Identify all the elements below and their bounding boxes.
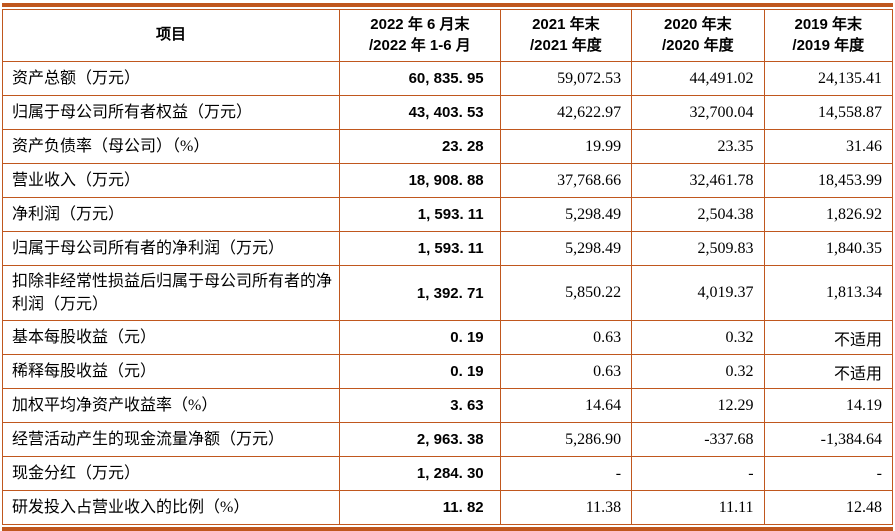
table-row-operating-cash-flow: 经营活动产生的现金流量净额（万元） 2, 963. 38 5,286.90 -3… — [1, 422, 894, 458]
cell-value: 23. 28 — [339, 129, 501, 164]
header-item: 项目 — [1, 9, 341, 62]
cell-value: -337.68 — [631, 422, 765, 458]
cell-value: 24,135.41 — [763, 61, 894, 96]
cell-value: 19.99 — [499, 129, 633, 164]
cell-value: 31.46 — [763, 129, 894, 164]
cell-value: 1, 593. 11 — [339, 197, 501, 232]
cell-value: 1,826.92 — [763, 197, 894, 232]
table-row-cash-dividend: 现金分红（万元） 1, 284. 30 - - - — [1, 456, 894, 492]
cell-value: - — [763, 456, 894, 492]
table-row-total-assets: 资产总额（万元） 60, 835. 95 59,072.53 44,491.02… — [1, 61, 894, 96]
cell-value: 2, 963. 38 — [339, 422, 501, 458]
row-label: 基本每股收益（元） — [1, 320, 341, 356]
cell-value: 0. 19 — [339, 354, 501, 390]
table-row-revenue: 营业收入（万元） 18, 908. 88 37,768.66 32,461.78… — [1, 163, 894, 198]
cell-value: 0.63 — [499, 354, 633, 390]
cell-value: 42,622.97 — [499, 95, 633, 130]
header-period-2021: 2021 年末 /2021 年度 — [499, 9, 633, 62]
row-label: 归属于母公司所有者权益（万元） — [1, 95, 341, 130]
table-row-weighted-roe: 加权平均净资产收益率（%） 3. 63 14.64 12.29 14.19 — [1, 388, 894, 424]
cell-value: 44,491.02 — [631, 61, 765, 96]
cell-value: 0. 19 — [339, 320, 501, 356]
row-label: 稀释每股收益（元） — [1, 354, 341, 390]
cell-value: 37,768.66 — [499, 163, 633, 198]
cell-value: -1,384.64 — [763, 422, 894, 458]
header-period-2019: 2019 年末 /2019 年度 — [763, 9, 894, 62]
table-row-net-profit: 净利润（万元） 1, 593. 11 5,298.49 2,504.38 1,8… — [1, 197, 894, 232]
cell-value: 23.35 — [631, 129, 765, 164]
header-period-2020: 2020 年末 /2020 年度 — [631, 9, 765, 62]
table-row-debt-ratio: 资产负债率（母公司）（%） 23. 28 19.99 23.35 31.46 — [1, 129, 894, 164]
header-period-2021-line2: /2021 年度 — [530, 36, 602, 54]
cell-value: 0.32 — [631, 320, 765, 356]
cell-value: 5,850.22 — [499, 264, 633, 322]
table-row-parent-net-profit: 归属于母公司所有者的净利润（万元） 1, 593. 11 5,298.49 2,… — [1, 231, 894, 266]
row-label: 扣除非经常性损益后归属于母公司所有者的净利润（万元） — [1, 264, 341, 322]
header-period-2020-line1: 2020 年末 — [664, 16, 732, 34]
cell-value: 5,286.90 — [499, 422, 633, 458]
cell-value: 14,558.87 — [763, 95, 894, 130]
cell-value: 0.32 — [631, 354, 765, 390]
header-period-2019-line2: /2019 年度 — [792, 36, 865, 54]
cell-value: 18,453.99 — [763, 163, 894, 198]
cell-value: 43, 403. 53 — [339, 95, 501, 130]
cell-value: 32,461.78 — [631, 163, 765, 198]
row-label: 资产负债率（母公司）（%） — [1, 129, 341, 164]
row-label: 加权平均净资产收益率（%） — [1, 388, 341, 424]
cell-value: 0.63 — [499, 320, 633, 356]
cell-value: - — [631, 456, 765, 492]
header-period-2022-line1: 2022 年 6 月末 — [370, 16, 470, 34]
cell-value: - — [499, 456, 633, 492]
header-period-2022-line2: /2022 年 1-6 月 — [369, 36, 471, 54]
row-label: 净利润（万元） — [1, 197, 341, 232]
cell-value: 3. 63 — [339, 388, 501, 424]
cell-value: 18, 908. 88 — [339, 163, 501, 198]
cell-value: 2,504.38 — [631, 197, 765, 232]
cell-value: 5,298.49 — [499, 197, 633, 232]
row-label: 营业收入（万元） — [1, 163, 341, 198]
cell-value: 14.64 — [499, 388, 633, 424]
row-label: 资产总额（万元） — [1, 61, 341, 96]
cell-value: 1,813.34 — [763, 264, 894, 322]
cell-value: 不适用 — [763, 320, 894, 356]
cell-value: 14.19 — [763, 388, 894, 424]
table-row-deducted-net-profit: 扣除非经常性损益后归属于母公司所有者的净利润（万元） 1, 392. 71 5,… — [1, 264, 894, 322]
row-label: 归属于母公司所有者的净利润（万元） — [1, 231, 341, 266]
financial-summary-table-wrap: 项目 2022 年 6 月末 /2022 年 1-6 月 2021 年末 /20… — [1, 3, 894, 531]
cell-value: 2,509.83 — [631, 231, 765, 266]
table-header-row: 项目 2022 年 6 月末 /2022 年 1-6 月 2021 年末 /20… — [1, 9, 894, 62]
table-row-parent-equity: 归属于母公司所有者权益（万元） 43, 403. 53 42,622.97 32… — [1, 95, 894, 130]
cell-value: 1, 284. 30 — [339, 456, 501, 492]
cell-value: 59,072.53 — [499, 61, 633, 96]
cell-value: 1, 593. 11 — [339, 231, 501, 266]
cell-value: 1,840.35 — [763, 231, 894, 266]
financial-summary-table: 项目 2022 年 6 月末 /2022 年 1-6 月 2021 年末 /20… — [1, 9, 894, 526]
cell-value: 12.29 — [631, 388, 765, 424]
header-period-2021-line1: 2021 年末 — [532, 16, 600, 34]
row-label: 经营活动产生的现金流量净额（万元） — [1, 422, 341, 458]
header-period-2022: 2022 年 6 月末 /2022 年 1-6 月 — [339, 9, 501, 62]
table-row-diluted-eps: 稀释每股收益（元） 0. 19 0.63 0.32 不适用 — [1, 354, 894, 390]
cell-value: 不适用 — [763, 354, 894, 390]
header-period-2019-line1: 2019 年末 — [794, 16, 863, 34]
cell-value: 1, 392. 71 — [339, 264, 501, 322]
cell-value: 32,700.04 — [631, 95, 765, 130]
row-label: 现金分红（万元） — [1, 456, 341, 492]
table-row-basic-eps: 基本每股收益（元） 0. 19 0.63 0.32 不适用 — [1, 320, 894, 356]
header-period-2020-line2: /2020 年度 — [661, 36, 734, 54]
cell-value: 60, 835. 95 — [339, 61, 501, 96]
cell-value: 4,019.37 — [631, 264, 765, 322]
cell-value: 5,298.49 — [499, 231, 633, 266]
